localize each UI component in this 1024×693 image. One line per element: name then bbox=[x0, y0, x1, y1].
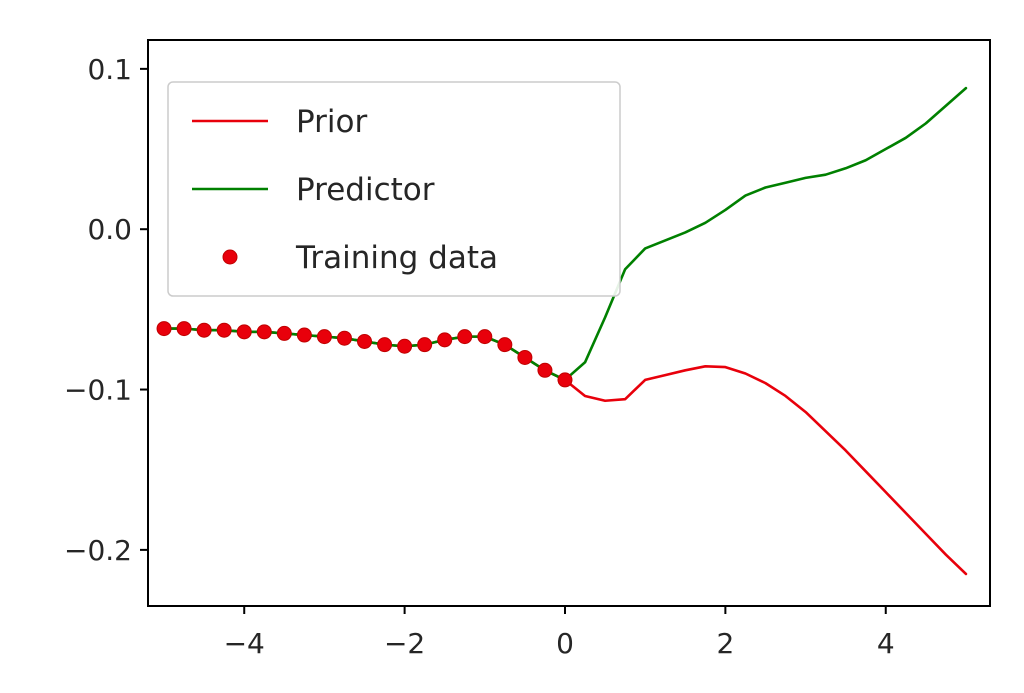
training-data-point bbox=[256, 324, 272, 340]
training-data-point bbox=[377, 337, 393, 353]
y-axis-tick-label: −0.1 bbox=[64, 374, 132, 407]
training-data-point bbox=[296, 327, 312, 343]
training-data-point bbox=[417, 337, 433, 353]
training-data-point bbox=[437, 332, 453, 348]
y-axis-tick-label: −0.2 bbox=[64, 534, 132, 567]
legend-box bbox=[167, 81, 621, 297]
x-axis-tick-label: 0 bbox=[556, 627, 574, 660]
legend-label: Predictor bbox=[296, 172, 435, 208]
training-data-point bbox=[196, 322, 212, 338]
x-axis-tick-label: 4 bbox=[877, 627, 895, 660]
x-axis-tick-label: −4 bbox=[224, 627, 265, 660]
training-data-point bbox=[537, 362, 553, 378]
legend-label: Prior bbox=[296, 104, 367, 140]
legend-label: Training data bbox=[295, 240, 498, 276]
x-axis-tick-label: −2 bbox=[384, 627, 425, 660]
training-data-point bbox=[176, 321, 192, 337]
training-data-point bbox=[236, 324, 252, 340]
y-axis-tick-label: 0.1 bbox=[87, 53, 132, 86]
training-data-point bbox=[336, 330, 352, 346]
training-data-point bbox=[316, 329, 332, 345]
training-data-point bbox=[156, 321, 172, 337]
axes-box bbox=[147, 39, 991, 607]
training-data-point bbox=[357, 333, 373, 349]
training-data-point bbox=[457, 329, 473, 345]
training-data-point bbox=[397, 338, 413, 354]
training-data-point bbox=[497, 337, 513, 353]
x-axis-tick-label: 2 bbox=[716, 627, 734, 660]
training-data-point bbox=[557, 372, 573, 388]
legend-training-data-marker bbox=[222, 249, 238, 265]
training-data-point bbox=[517, 349, 533, 365]
y-axis-tick-label: 0.0 bbox=[87, 213, 132, 246]
training-data-point bbox=[276, 325, 292, 341]
training-data-point bbox=[216, 322, 232, 338]
training-data-point bbox=[477, 329, 493, 345]
